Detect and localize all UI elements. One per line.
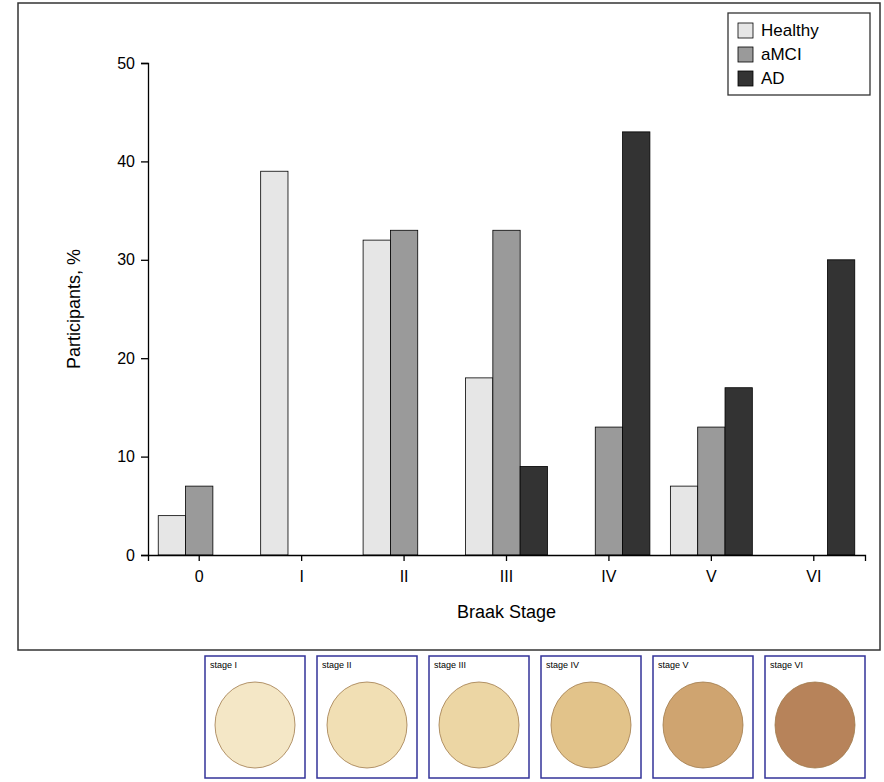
x-tick: IV <box>601 555 616 585</box>
stage-panel: stage IV <box>541 656 641 778</box>
stage-panel-image <box>551 682 631 768</box>
bar <box>390 230 417 555</box>
y-axis-title: Participants, % <box>64 249 84 369</box>
y-tick: 20 <box>117 350 148 367</box>
stage-panel-frame <box>541 656 641 778</box>
stage-panel: stage I <box>205 656 305 778</box>
stage-panel: stage III <box>429 656 529 778</box>
legend-label: AD <box>761 69 785 88</box>
y-tick: 0 <box>126 547 148 564</box>
legend-box <box>728 13 870 95</box>
y-tick-mark <box>141 456 148 457</box>
x-tick-label: I <box>299 568 303 585</box>
x-tick-mark <box>506 555 507 561</box>
y-tick-label: 20 <box>117 350 135 367</box>
legend-label: Healthy <box>761 21 819 40</box>
bar <box>595 427 622 555</box>
y-axis: 0 10 20 30 40 50 <box>117 55 148 564</box>
x-tick: 0 <box>195 555 204 585</box>
y-tick: 10 <box>117 448 148 465</box>
stage-panel-label: stage III <box>434 660 466 670</box>
stage-panel-image <box>327 682 407 768</box>
bar <box>725 388 752 555</box>
y-tick-label: 50 <box>117 55 135 72</box>
x-tick-label: IV <box>601 568 616 585</box>
x-tick-label: V <box>706 568 717 585</box>
y-tick: 50 <box>117 55 148 72</box>
stage-panel-label: stage I <box>210 660 237 670</box>
bar <box>158 516 185 555</box>
x-tick: I <box>299 555 303 585</box>
x-tick-label: 0 <box>195 568 204 585</box>
x-tick-mark <box>403 555 404 561</box>
y-tick-label: 40 <box>117 153 135 170</box>
bar <box>698 427 725 555</box>
stage-panel-label: stage II <box>322 660 352 670</box>
x-tick-label: II <box>400 568 409 585</box>
legend-swatch <box>738 71 753 86</box>
y-tick-label: 30 <box>117 251 135 268</box>
x-tick-mark <box>813 555 814 561</box>
bars <box>158 132 855 555</box>
x-tick-label: III <box>500 568 513 585</box>
x-tick: V <box>706 555 717 585</box>
x-tick: II <box>400 555 409 585</box>
x-tick-label: VI <box>806 568 821 585</box>
stage-panel-image <box>215 682 295 768</box>
bar <box>186 486 213 555</box>
stage-panel: stage V <box>653 656 753 778</box>
chart: 010203040500IIIIIIIVVVIBraak StagePartic… <box>0 0 884 782</box>
y-axis-line <box>141 64 149 556</box>
stage-panel-frame <box>205 656 305 778</box>
x-axis-title: Braak Stage <box>457 602 556 622</box>
y-tick-label: 0 <box>126 547 135 564</box>
bar <box>520 466 547 555</box>
x-axis-line <box>149 556 866 562</box>
y-tick-mark <box>141 358 148 359</box>
y-tick-mark <box>141 555 148 556</box>
x-tick: III <box>500 555 513 585</box>
x-tick-mark <box>199 555 200 561</box>
bar <box>670 486 697 555</box>
x-tick-mark <box>711 555 712 561</box>
stage-panel-image <box>439 682 519 768</box>
stage-panel-label: stage IV <box>546 660 579 670</box>
bar <box>261 171 288 555</box>
bar <box>363 240 390 555</box>
legend: Healthy aMCI AD <box>728 13 870 95</box>
x-tick: VI <box>806 555 821 585</box>
y-tick: 30 <box>117 251 148 268</box>
legend-swatch <box>738 47 753 62</box>
y-tick-mark <box>141 161 148 162</box>
stage-panel-label: stage V <box>658 660 689 670</box>
stage-panel-frame <box>653 656 753 778</box>
y-tick-mark <box>141 260 148 261</box>
legend-swatch <box>738 23 753 38</box>
bar <box>623 132 650 555</box>
stage-panel: stage II <box>317 656 417 778</box>
frame <box>18 3 880 650</box>
bar <box>466 378 493 555</box>
x-axis: 0IIIIIIIVVVI <box>149 555 866 585</box>
bar <box>827 260 854 555</box>
y-tick-mark <box>141 63 148 64</box>
bar <box>493 230 520 555</box>
x-tick-mark <box>608 555 609 561</box>
stage-panel-image <box>663 682 743 768</box>
stage-panel: stage VI <box>765 656 865 778</box>
stage-panel-frame <box>317 656 417 778</box>
stage-panel-frame <box>429 656 529 778</box>
x-tick-mark <box>301 555 302 561</box>
legend-label: aMCI <box>761 45 802 64</box>
y-tick-label: 10 <box>117 448 135 465</box>
stage-panel-label: stage VI <box>770 660 803 670</box>
stage-panel-image <box>775 682 855 768</box>
y-tick: 40 <box>117 153 148 170</box>
stage-panel-frame <box>765 656 865 778</box>
